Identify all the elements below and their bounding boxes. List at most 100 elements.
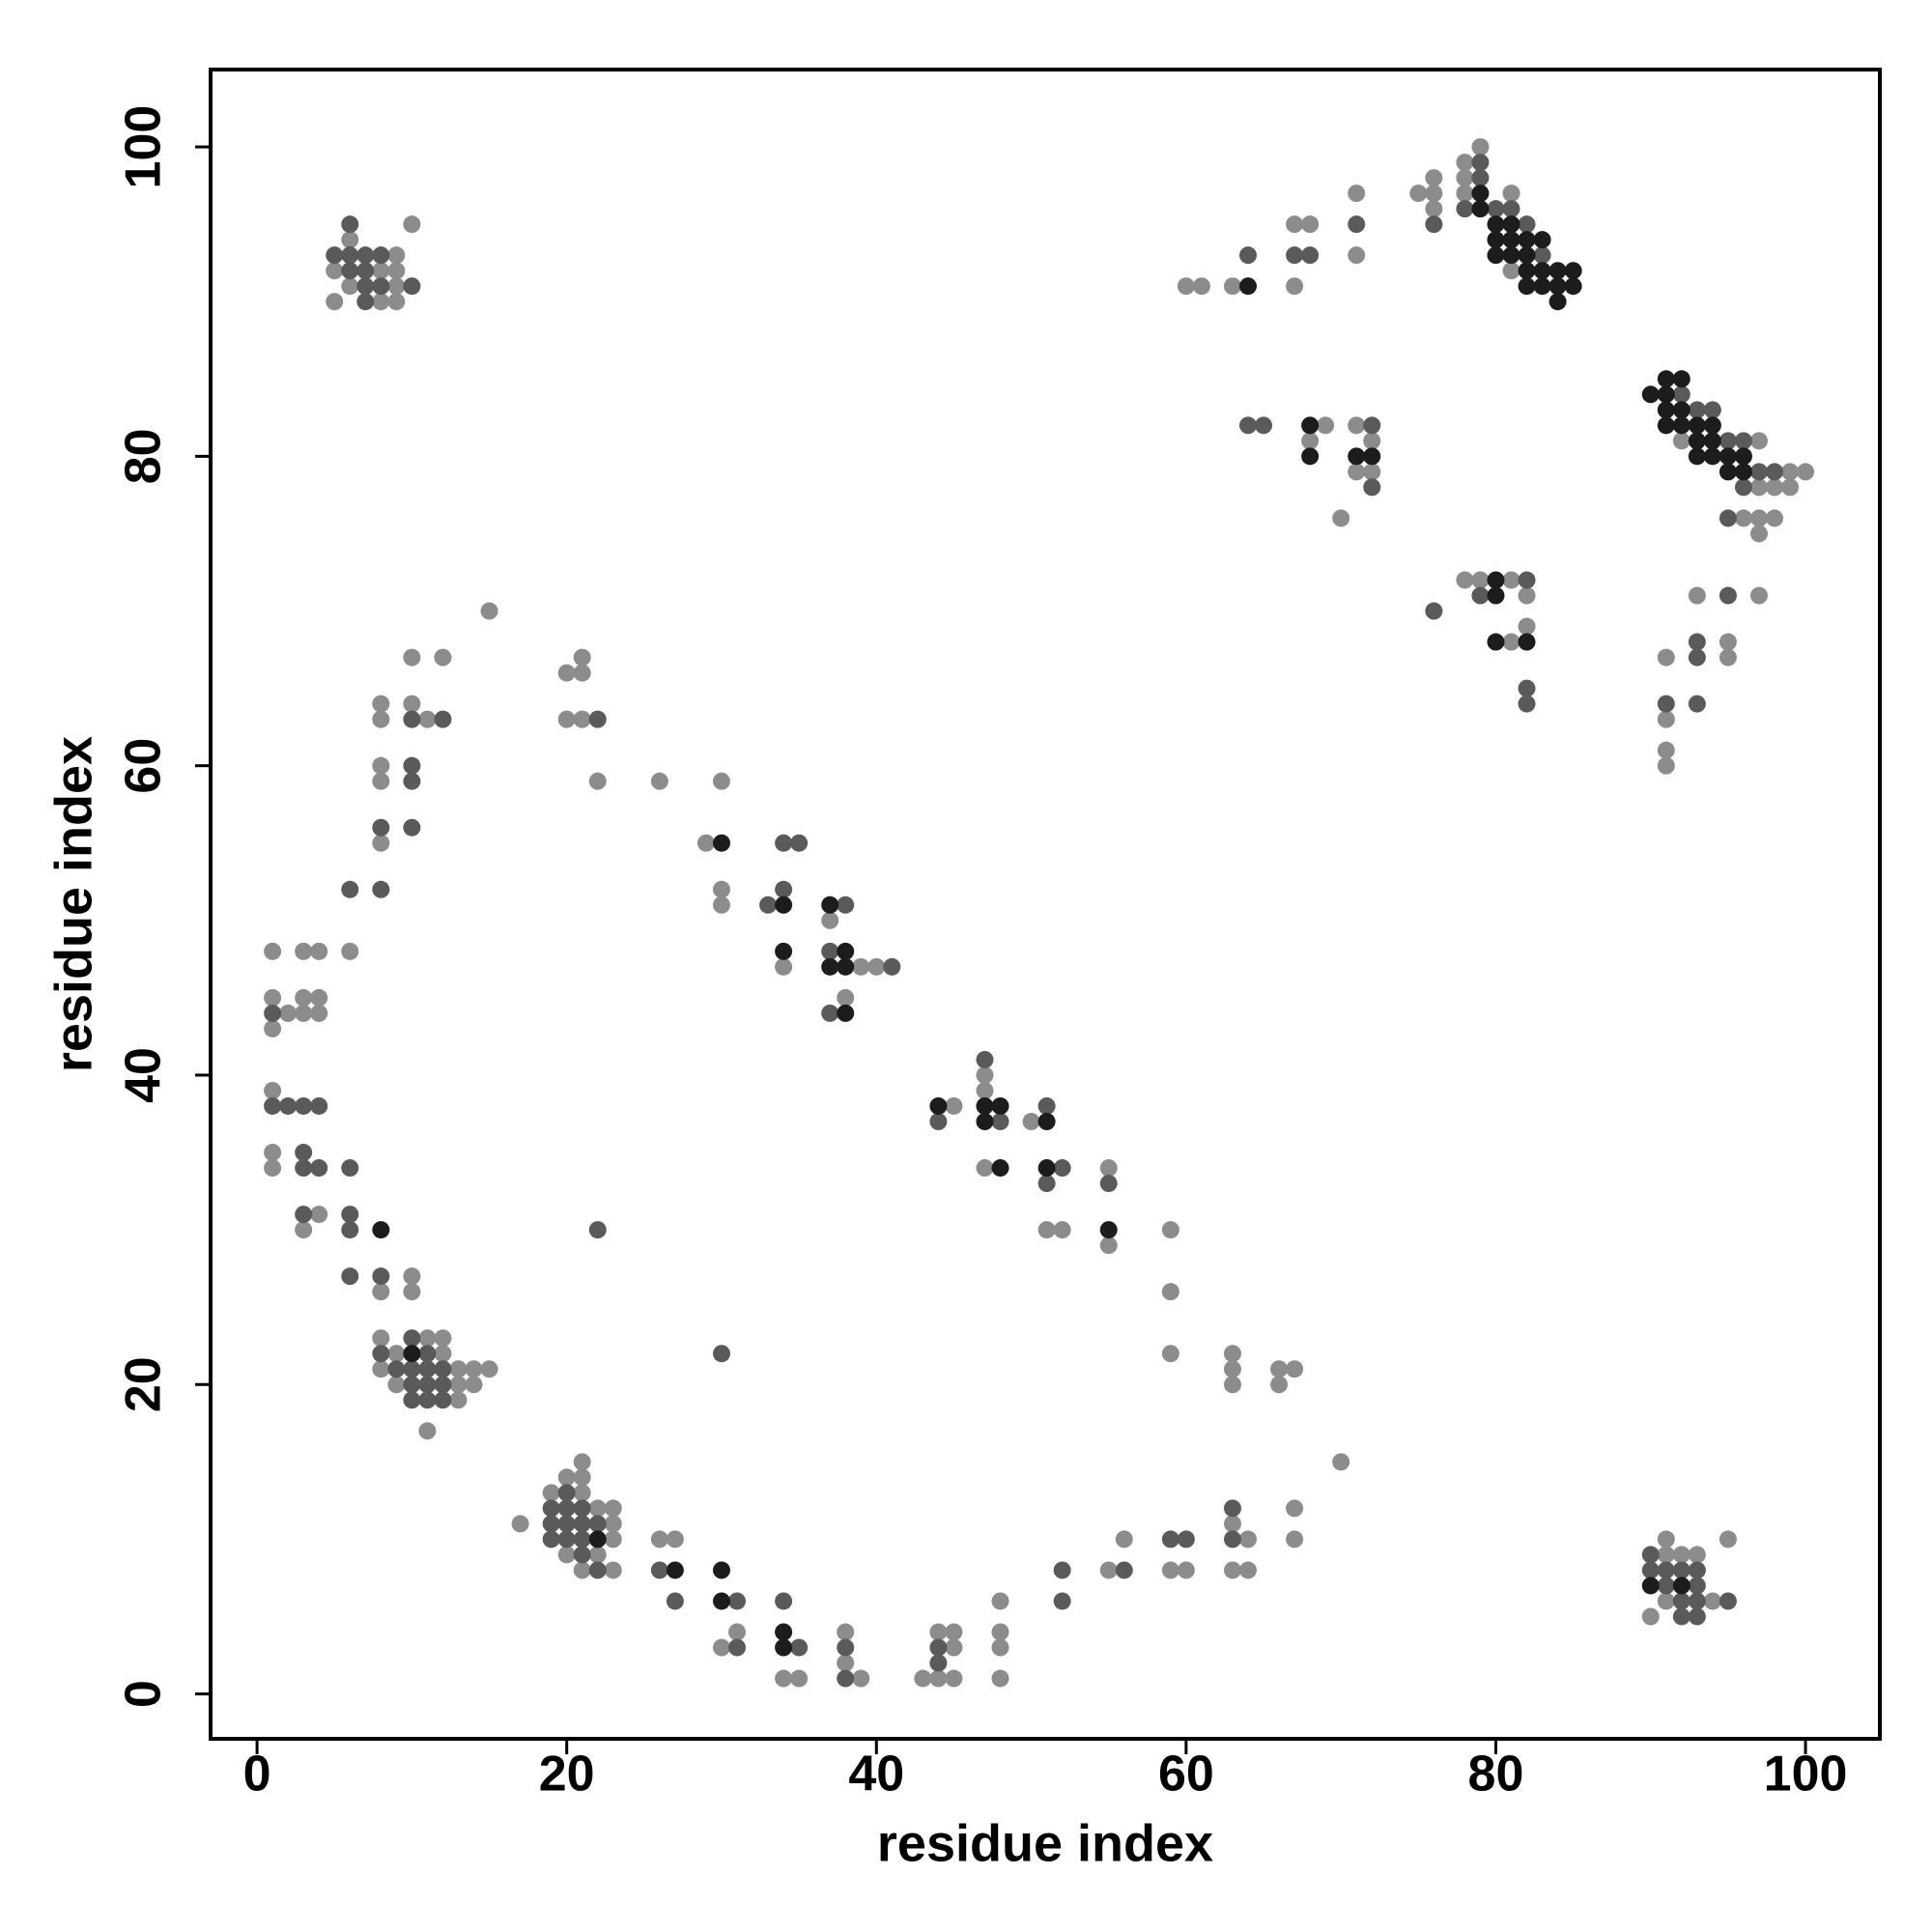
point <box>1518 215 1536 234</box>
point <box>511 1515 529 1533</box>
point <box>372 834 390 852</box>
point <box>557 1546 576 1564</box>
point <box>372 756 390 775</box>
point <box>279 1004 298 1022</box>
point <box>557 1499 576 1518</box>
point <box>573 1468 591 1487</box>
point <box>1099 1159 1118 1178</box>
point <box>991 1113 1009 1131</box>
point <box>372 1283 390 1301</box>
point <box>712 772 730 790</box>
point <box>1037 1175 1056 1193</box>
point <box>1533 277 1551 296</box>
point <box>790 834 809 852</box>
point <box>1238 246 1257 265</box>
point <box>852 1669 870 1688</box>
point <box>1502 571 1520 589</box>
point <box>1749 432 1768 450</box>
point <box>1703 447 1721 466</box>
point <box>341 277 359 296</box>
point <box>573 1515 591 1533</box>
point <box>991 1638 1009 1657</box>
point <box>1734 509 1752 527</box>
point <box>1518 277 1536 296</box>
y-tick-label: 20 <box>116 1356 172 1412</box>
point <box>929 1623 948 1641</box>
point <box>775 957 793 976</box>
point <box>295 1159 313 1178</box>
point <box>1502 185 1520 203</box>
point <box>1749 586 1768 605</box>
point <box>1348 215 1366 234</box>
point <box>604 1561 622 1579</box>
point <box>341 246 359 265</box>
point <box>372 710 390 728</box>
point <box>1797 463 1815 481</box>
point <box>1099 1236 1118 1255</box>
point <box>1564 262 1582 280</box>
point <box>434 648 452 667</box>
point <box>264 1081 282 1099</box>
point <box>867 957 886 976</box>
point <box>1053 1561 1071 1579</box>
point <box>588 1530 607 1548</box>
point <box>837 1638 855 1657</box>
point <box>1641 1607 1660 1626</box>
point <box>1270 1360 1289 1378</box>
point <box>1317 416 1335 435</box>
point <box>1749 525 1768 543</box>
point <box>403 1283 421 1301</box>
point <box>573 710 591 728</box>
point <box>1548 262 1567 280</box>
point <box>1425 185 1443 203</box>
point <box>356 246 375 265</box>
point <box>837 957 855 976</box>
point <box>542 1530 560 1548</box>
point <box>1425 602 1443 620</box>
point <box>1533 231 1551 249</box>
point <box>712 1638 730 1657</box>
point <box>1425 215 1443 234</box>
point <box>341 215 359 234</box>
point <box>790 1638 809 1657</box>
point <box>775 895 793 914</box>
point <box>588 772 607 790</box>
point <box>1765 509 1783 527</box>
point <box>434 1345 452 1363</box>
point <box>728 1638 747 1657</box>
point <box>852 957 870 976</box>
point <box>341 231 359 249</box>
point <box>1518 262 1536 280</box>
point <box>1641 1577 1660 1595</box>
point <box>557 1484 576 1502</box>
point <box>1223 1499 1241 1518</box>
point <box>1719 586 1737 605</box>
point <box>387 1345 406 1363</box>
point <box>264 1159 282 1178</box>
point <box>573 1546 591 1564</box>
point <box>1688 1561 1706 1579</box>
point <box>929 1669 948 1688</box>
point <box>1471 138 1490 156</box>
point <box>542 1499 560 1518</box>
point <box>1688 1546 1706 1564</box>
point <box>1223 1561 1241 1579</box>
point <box>403 1329 421 1348</box>
point <box>295 1144 313 1162</box>
point <box>604 1530 622 1548</box>
point <box>1518 246 1536 265</box>
point <box>1238 1561 1257 1579</box>
point <box>1502 200 1520 218</box>
point <box>1286 277 1304 296</box>
point <box>1487 633 1505 651</box>
point <box>1719 1592 1737 1610</box>
point <box>1765 463 1783 481</box>
point <box>449 1360 468 1378</box>
point <box>403 818 421 837</box>
point <box>821 942 839 960</box>
point <box>775 1623 793 1641</box>
point <box>712 880 730 898</box>
point <box>341 1267 359 1286</box>
point <box>264 1019 282 1037</box>
point <box>1518 586 1536 605</box>
